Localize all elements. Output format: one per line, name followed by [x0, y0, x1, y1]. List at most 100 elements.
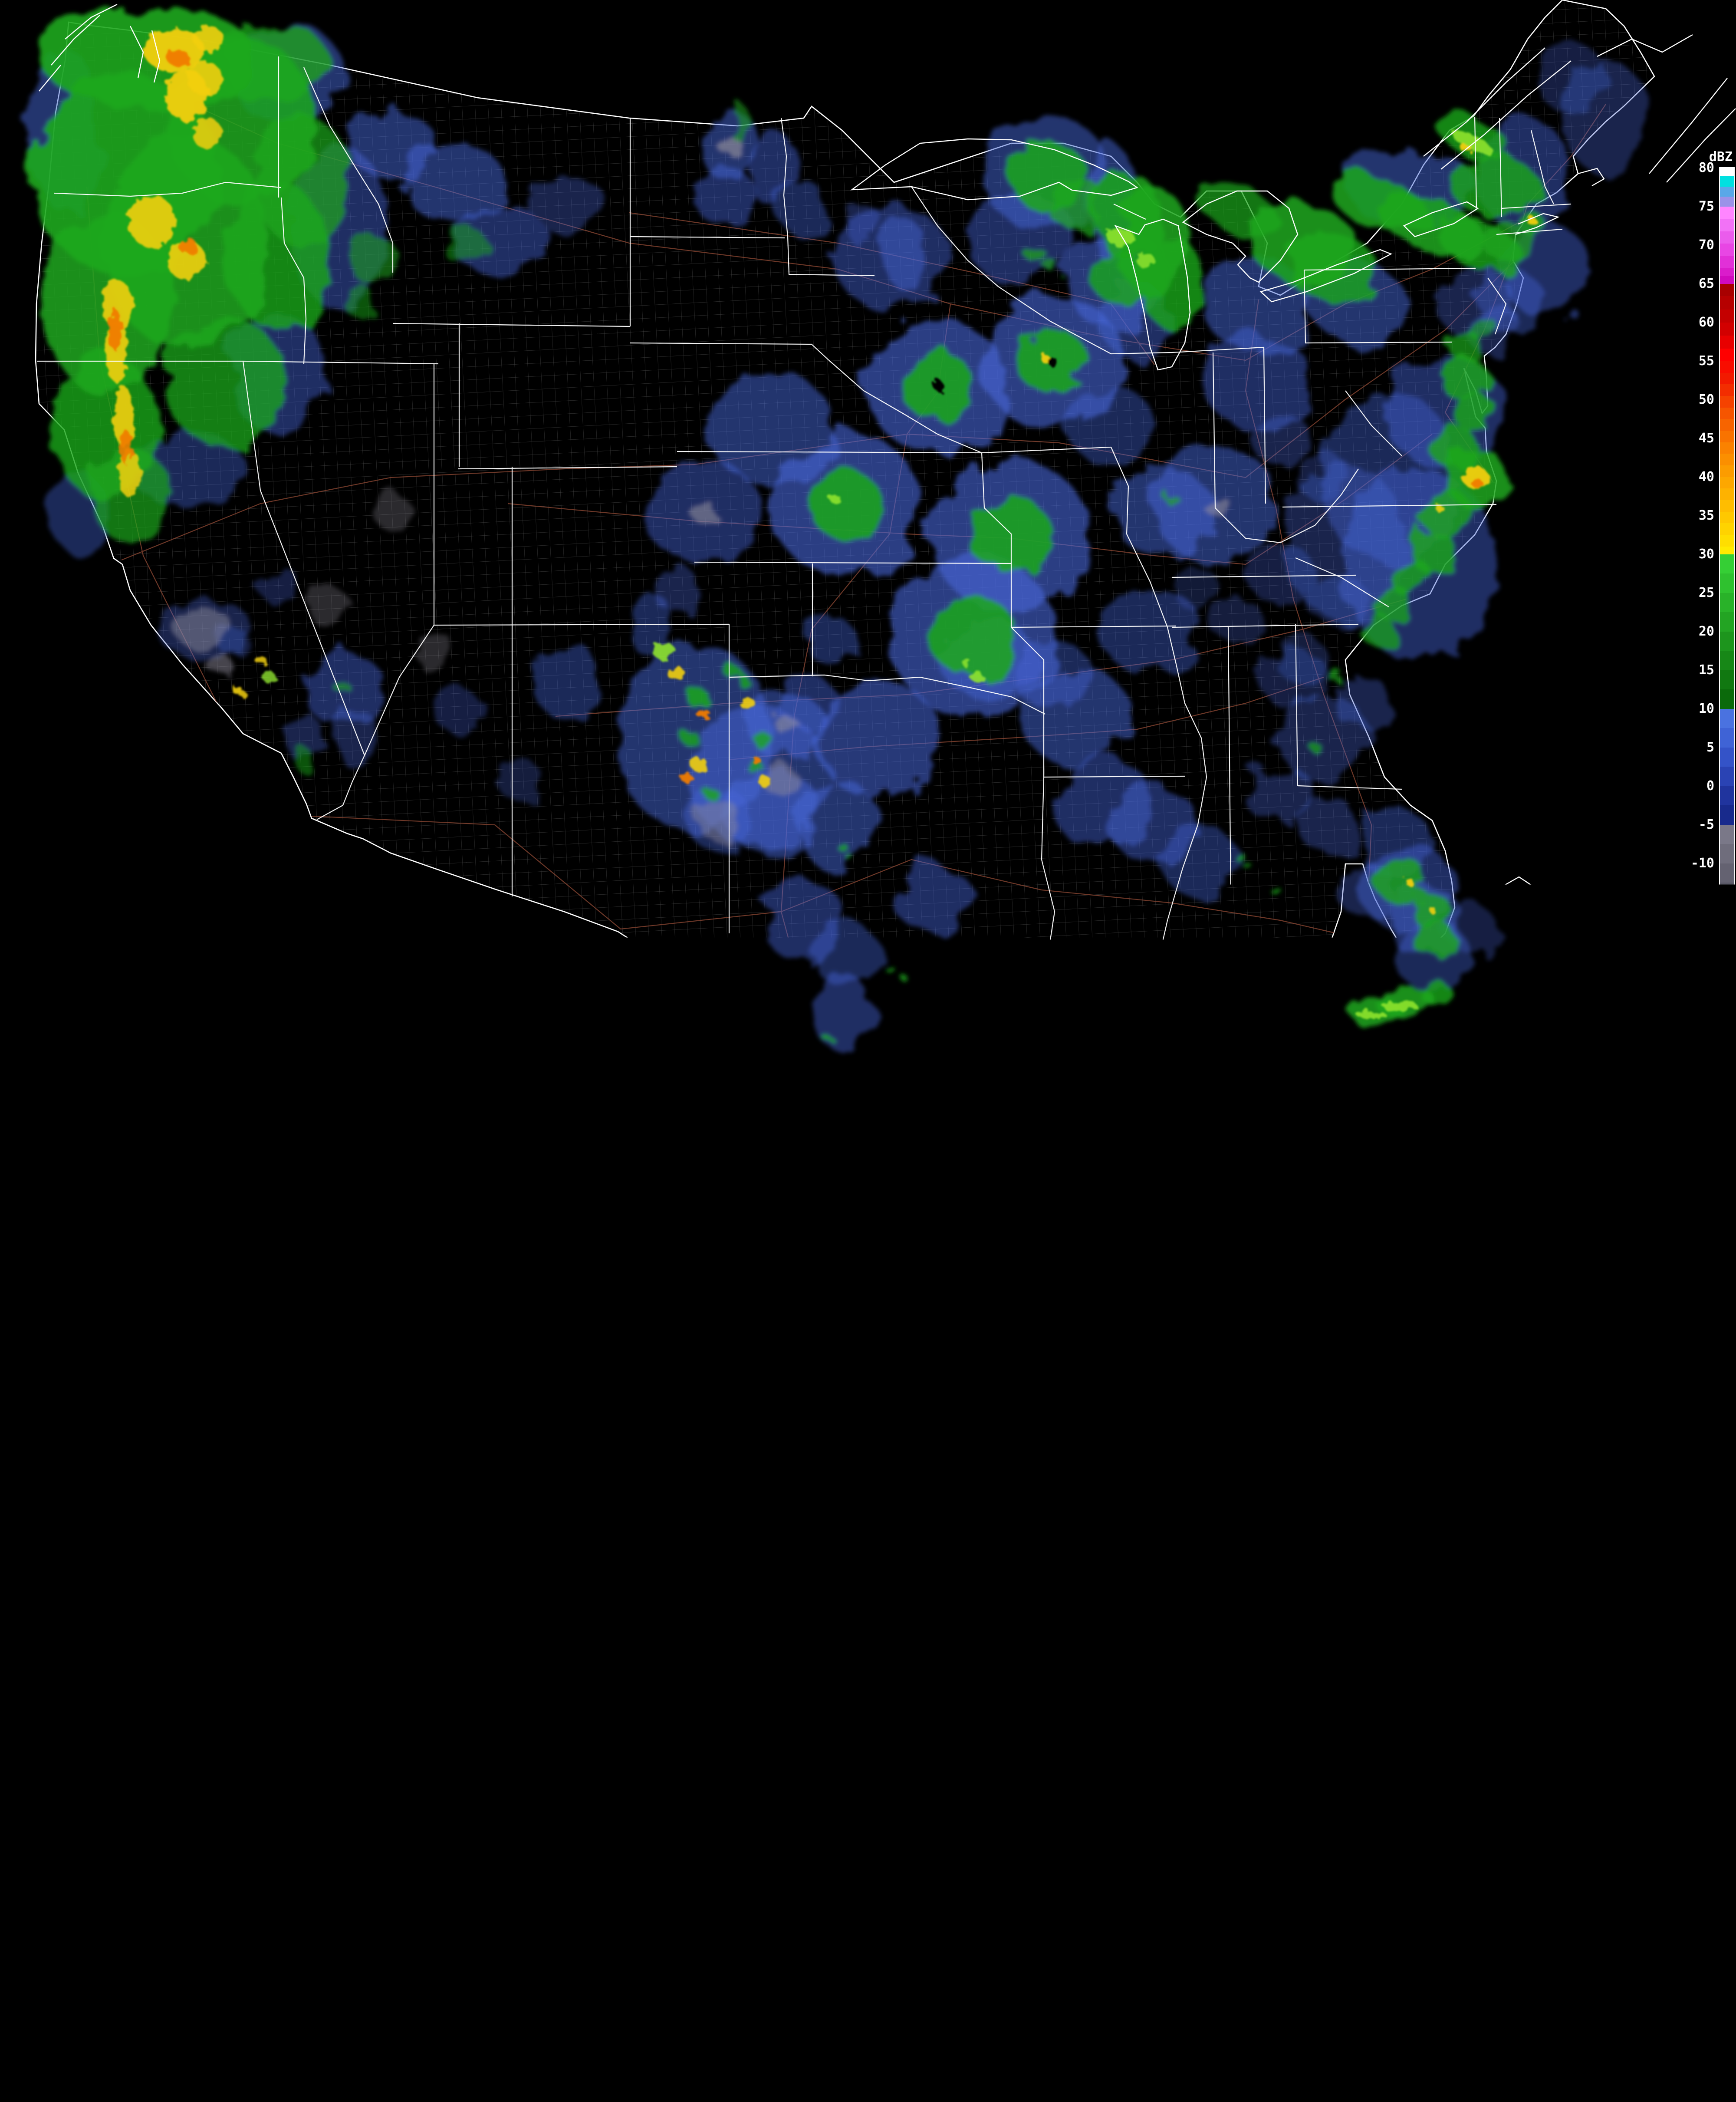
- radar-echo-blue: [1298, 797, 1358, 853]
- radar-echo-blue: [1259, 647, 1328, 708]
- logo-text: NIU: [10, 2081, 33, 2095]
- radar-echo-green: [299, 751, 317, 777]
- radar-echo-green: [1240, 859, 1248, 866]
- radar-echo-green: [332, 679, 349, 692]
- radar-echo-blue: [1113, 467, 1213, 558]
- radar-echo-blue: [1204, 334, 1313, 430]
- colorbar-tick-label: -5: [1645, 818, 1714, 832]
- radar-echo-orange: [109, 309, 122, 351]
- colorbar-segment: [1720, 442, 1734, 454]
- colorbar-segment: [1720, 336, 1734, 349]
- radar-echo-green: [823, 1035, 833, 1042]
- radar-echo-blue: [434, 690, 486, 734]
- colorbar-segment: [1720, 689, 1734, 709]
- radar-echo-dark: [933, 380, 944, 391]
- radar-echo-yellow: [1405, 879, 1414, 886]
- radar-echo-blue: [497, 762, 545, 801]
- radar-echo-green: [841, 847, 852, 855]
- radar-echo-orange: [1472, 479, 1483, 488]
- colorbar-segment: [1720, 998, 1734, 1018]
- radar-echo-dark: [1047, 357, 1057, 366]
- colorbar-segment: [1720, 748, 1734, 767]
- colorbar-segment: [1720, 419, 1734, 431]
- radar-echo-blue: [694, 165, 754, 226]
- niu-branding: NIU Northern Illinois University Your Fu…: [0, 1016, 391, 1085]
- colorbar-segment: [1720, 941, 1734, 960]
- radar-echo-green: [1422, 982, 1453, 1008]
- colorbar-tick-label: -25: [1645, 972, 1714, 986]
- colorbar-segment: [1720, 979, 1734, 999]
- colorbar-segment: [1720, 612, 1734, 632]
- radar-echo-yellow: [128, 195, 176, 247]
- colorbar-tick-label: -15: [1645, 895, 1714, 909]
- colorbar-segment: [1720, 431, 1734, 442]
- radar-echo-blue: [1068, 386, 1154, 465]
- colorbar-segment: [1720, 231, 1734, 244]
- radar-echo-blue: [831, 204, 948, 308]
- colorbar-segment: [1720, 477, 1734, 489]
- radar-echo-green: [1329, 671, 1345, 683]
- radar-echo-green: [853, 861, 861, 868]
- colorbar-tick-label: 20: [1645, 625, 1714, 639]
- colorbar-segment: [1720, 767, 1734, 786]
- colorbar-segment: [1720, 573, 1734, 593]
- colorbar-segment: [1720, 168, 1734, 176]
- university-name: Northern Illinois University: [43, 2052, 434, 2077]
- colorbar-segment: [1720, 902, 1734, 922]
- radar-echo-green: [1227, 846, 1238, 854]
- radar-echo-green: [704, 788, 720, 801]
- colorbar-tick-label: 0: [1645, 779, 1714, 793]
- colorbar-segment: [1720, 863, 1734, 883]
- radar-echo-green: [930, 595, 1017, 678]
- niu-logo: NIU: [2, 2037, 41, 2102]
- colorbar-segment: [1720, 373, 1734, 385]
- colorbar-tick-label: 40: [1645, 470, 1714, 484]
- colorbar-segment: [1720, 349, 1734, 361]
- radar-echo-green: [339, 283, 374, 314]
- radar-echo-green: [1415, 923, 1458, 962]
- radar-echo-gray: [412, 632, 456, 671]
- radar-echo-yellow: [1436, 505, 1444, 512]
- radar-echo-orange: [120, 430, 132, 465]
- colorbar-tick-label: 75: [1645, 200, 1714, 214]
- colorbar-tick-label: -30: [1645, 1011, 1714, 1025]
- colorbar-segment: [1720, 728, 1734, 748]
- colorbar-segment: [1720, 554, 1734, 574]
- colorbar-segment: [1720, 408, 1734, 419]
- radar-echo-gray: [308, 588, 352, 627]
- radar-echo-yellow: [193, 26, 224, 52]
- radar-echo-lime: [1136, 254, 1155, 267]
- colorbar-segment: [1720, 296, 1734, 309]
- radar-echo-green: [1266, 883, 1277, 890]
- radar-echo-gray: [775, 715, 798, 735]
- radar-echo-green: [682, 685, 707, 704]
- colorbar-segment: [1720, 709, 1734, 728]
- colorbar-segment: [1720, 361, 1734, 373]
- colorbar-tick-label: 35: [1645, 509, 1714, 523]
- colorbar-tick-label: -10: [1645, 857, 1714, 870]
- radar-echo-orange: [697, 709, 710, 720]
- colorbar-tick-label: 25: [1645, 586, 1714, 600]
- radar-echo-lime: [962, 659, 972, 667]
- colorbar-tick-label: 50: [1645, 393, 1714, 407]
- radar-echo-blue: [1332, 677, 1393, 729]
- colorbar-segment: [1720, 960, 1734, 979]
- radar-echo-lime: [1107, 227, 1133, 246]
- radar-echo-green: [1309, 743, 1322, 752]
- radar-echo-green: [208, 22, 330, 100]
- radar-echo-lime: [1357, 1011, 1386, 1019]
- radar-echo-yellow: [667, 667, 685, 681]
- nexrad-mosaic-screen: { "caption": { "text": "NIU METEOROLOGY …: [0, 0, 1736, 1085]
- radar-echo-gray: [174, 609, 234, 648]
- radar-echo-yellow: [740, 697, 755, 709]
- colorbar-segment: [1720, 176, 1734, 187]
- radar-echo-green: [165, 317, 286, 447]
- colorbar: [1719, 167, 1735, 1019]
- radar-echo-green: [1141, 234, 1202, 330]
- colorbar-segment: [1720, 500, 1734, 512]
- radar-echo-gray: [206, 654, 232, 675]
- radar-echo-yellow: [192, 119, 223, 149]
- colorbar-tick-label: 70: [1645, 238, 1714, 252]
- radar-echo-green: [681, 730, 700, 746]
- radar-echo-orange: [168, 50, 190, 67]
